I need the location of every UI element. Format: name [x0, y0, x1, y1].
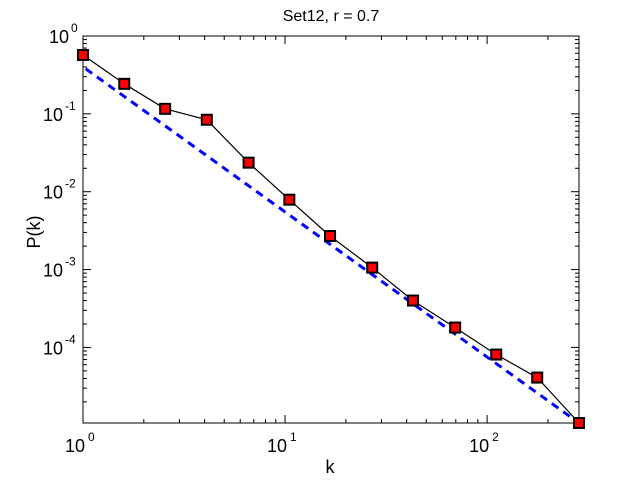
y-tick-exponent: -1 [65, 99, 76, 113]
data-point-marker [407, 294, 420, 307]
data-point-marker [77, 49, 89, 62]
data-point-marker [118, 77, 131, 90]
y-tick-label: 10 [43, 338, 63, 358]
x-tick-label: 10 [65, 436, 85, 456]
data-point-marker [490, 348, 503, 361]
data-point-marker [283, 193, 296, 206]
y-tick-label: 10 [49, 27, 69, 47]
y-tick-label: 10 [43, 261, 63, 281]
x-tick-exponent: 0 [88, 430, 95, 444]
y-tick-label: 10 [43, 105, 63, 125]
data-point-marker [200, 113, 213, 126]
x-tick-label: 10 [469, 436, 489, 456]
x-tick-exponent: 1 [290, 430, 297, 444]
y-tick-exponent: -2 [65, 177, 76, 191]
data-point-marker [159, 102, 172, 115]
data-point-marker [242, 156, 255, 169]
x-tick-exponent: 2 [492, 430, 499, 444]
y-axis-label: P(k) [24, 216, 44, 249]
data-point-marker [449, 321, 462, 334]
y-tick-exponent: -4 [65, 332, 76, 346]
data-point-marker [324, 229, 337, 242]
x-tick-label: 10 [267, 436, 287, 456]
data-markers [77, 49, 585, 429]
x-axis-label: k [326, 457, 336, 477]
plot-area [82, 35, 580, 424]
y-tick-exponent: 0 [71, 21, 78, 35]
data-point-marker [366, 261, 379, 274]
axis-ticks [82, 35, 579, 423]
y-tick-label: 10 [43, 183, 63, 203]
x-tick-labels: 10 0 10 1 10 2 [65, 430, 499, 456]
data-point-marker [573, 417, 585, 429]
y-tick-exponent: -3 [65, 255, 76, 269]
fit-line-series [84, 67, 580, 425]
data-point-marker [531, 371, 544, 384]
chart-title: Set12, r = 0.7 [283, 8, 380, 25]
